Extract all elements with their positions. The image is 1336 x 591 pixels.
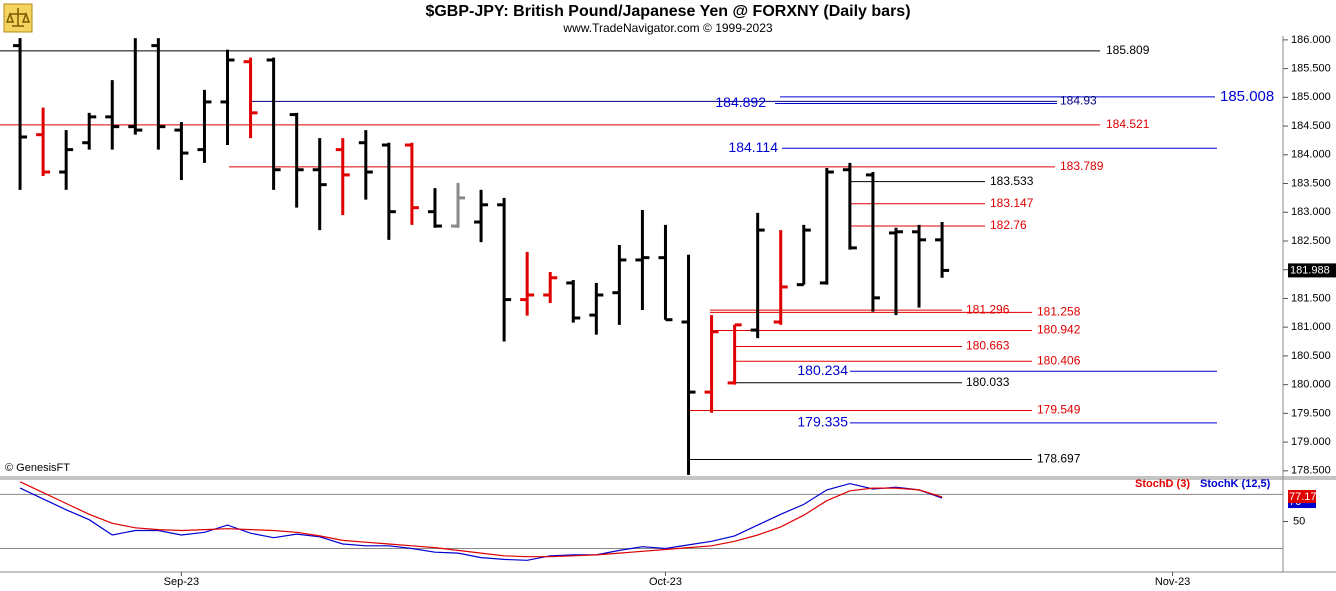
- last-value-label: 77.17: [1289, 491, 1317, 503]
- level-label: 181.296: [966, 302, 1010, 316]
- plot: 178.500 179.000 179.500 180.000 180.500 181.0…: [0, 34, 1336, 588]
- y-tick-label: 184.500: [1291, 120, 1331, 132]
- level-label: 180.663: [966, 339, 1010, 353]
- level-label: 184.892: [715, 94, 766, 110]
- level-label: 179.549: [1037, 403, 1081, 417]
- level-label: 182.76: [990, 218, 1027, 232]
- level-label: 184.93: [1060, 94, 1097, 108]
- y-tick-label: 185.500: [1291, 63, 1331, 75]
- y-tick-label: 181.500: [1291, 292, 1331, 304]
- legend-entry: StochK (12,5): [1200, 478, 1271, 490]
- level-label: 180.942: [1037, 323, 1081, 337]
- legend-entry: StochD (3): [1135, 478, 1190, 490]
- level-label: 184.114: [728, 139, 778, 155]
- level-label: 183.147: [990, 196, 1034, 210]
- level-label: 185.008: [1220, 88, 1274, 105]
- x-tick-label: Nov-23: [1155, 576, 1190, 588]
- last-price-box: [1288, 263, 1336, 278]
- y-tick-label: 184.000: [1291, 149, 1331, 161]
- y-tick-label: 178.500: [1291, 465, 1331, 477]
- level-label: 180.234: [797, 362, 848, 378]
- last-price-label: 181.988: [1290, 264, 1330, 276]
- x-tick-label: Sep-23: [164, 576, 199, 588]
- y-tick-label: 179.500: [1291, 407, 1331, 419]
- level-label: 185.809: [1106, 43, 1150, 57]
- y-tick-label: 180.000: [1291, 379, 1331, 391]
- level-label: 181.258: [1037, 305, 1081, 319]
- chart-subtitle: www.TradeNavigator.com © 1999-2023: [562, 21, 772, 35]
- level-label: 179.335: [797, 414, 848, 430]
- level-label: 178.697: [1037, 452, 1081, 466]
- x-tick-label: Oct-23: [649, 576, 682, 588]
- level-label: 184.521: [1106, 117, 1150, 131]
- y-tick-label: 186.000: [1291, 34, 1331, 46]
- y-tick-label: 50: [1293, 515, 1305, 527]
- y-tick-label: 181.000: [1291, 321, 1331, 333]
- level-label: 180.033: [966, 375, 1010, 389]
- last-value-box: [1288, 489, 1316, 503]
- y-tick-label: 183.500: [1291, 177, 1331, 189]
- logo: [3, 3, 33, 33]
- y-tick-label: 182.500: [1291, 235, 1331, 247]
- y-tick-label: 185.000: [1291, 91, 1331, 103]
- stoch-line: [19, 482, 943, 561]
- y-tick-label: 183.000: [1291, 206, 1331, 218]
- y-tick-label: 179.000: [1291, 436, 1331, 448]
- chart-title: $GBP-JPY: British Pound/Japanese Yen @ F…: [425, 3, 910, 20]
- stoch-line: [19, 481, 943, 558]
- level-label: 180.406: [1037, 353, 1081, 367]
- source-note: © GenesisFT: [5, 462, 70, 474]
- level-label: 183.533: [990, 174, 1034, 188]
- y-tick-label: 180.500: [1291, 350, 1331, 362]
- level-label: 183.789: [1060, 159, 1104, 173]
